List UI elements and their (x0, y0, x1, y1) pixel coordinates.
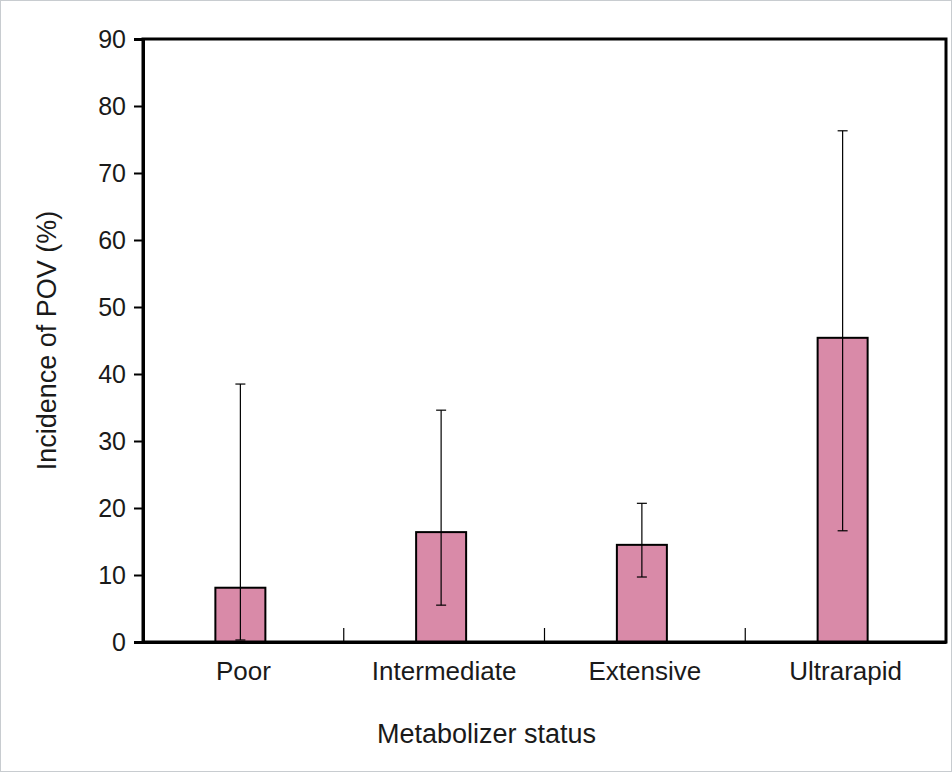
y-tick: 80 (98, 92, 143, 120)
y-tick-label: 90 (98, 25, 126, 53)
error-bar (641, 503, 642, 577)
chart: 0 10 20 30 40 50 60 70 80 90 Poor Intermediate Exten… (0, 0, 952, 772)
y-tick-label: 70 (98, 159, 126, 187)
error-cap (637, 503, 647, 504)
x-tick: Ultrarapid (789, 642, 902, 686)
error-cap (436, 410, 446, 411)
y-tick-label: 60 (98, 226, 126, 254)
y-tick: 0 (112, 628, 143, 656)
x-tick-label: Ultrarapid (789, 656, 902, 686)
y-tick-label: 80 (98, 92, 126, 120)
error-cap (838, 130, 848, 131)
x-axis-title: Metabolizer status (377, 719, 596, 749)
x-tick: Extensive (589, 642, 702, 686)
y-tick: 40 (98, 360, 143, 388)
error-cap (235, 639, 245, 640)
y-tick-label: 40 (98, 360, 126, 388)
x-tick-label: Extensive (589, 656, 702, 686)
marks (215, 131, 867, 642)
y-axis-title: Incidence of POV (%) (32, 211, 62, 471)
y-tick-label: 50 (98, 293, 126, 321)
y-tick: 70 (98, 159, 143, 187)
y-tick-label: 30 (98, 427, 126, 455)
x-tick-label: Poor (216, 656, 271, 686)
x-tick-label: Intermediate (372, 656, 517, 686)
y-tick: 50 (98, 293, 143, 321)
plot-frame (143, 39, 946, 642)
y-tick: 30 (98, 427, 143, 455)
x-tick: Intermediate (372, 642, 517, 686)
error-cap (838, 530, 848, 531)
y-tick-label: 10 (98, 561, 126, 589)
category-separator (343, 628, 344, 642)
error-cap (637, 576, 647, 577)
category-separator (544, 628, 545, 642)
category-separator (745, 628, 746, 642)
x-axis: Poor Intermediate Extensive Ultrarapid (144, 642, 947, 686)
error-bar (240, 384, 241, 640)
y-tick: 10 (98, 561, 143, 589)
y-axis: 0 10 20 30 40 50 60 70 80 90 (98, 25, 143, 656)
plot: 0 10 20 30 40 50 60 70 80 90 Poor Intermediate Exten… (98, 25, 946, 687)
x-tick: Poor (216, 642, 271, 686)
y-tick: 90 (98, 25, 143, 53)
error-bar (842, 131, 843, 531)
y-tick: 20 (98, 494, 143, 522)
error-bar (441, 410, 442, 605)
y-tick-label: 20 (98, 494, 126, 522)
y-tick: 60 (98, 226, 143, 254)
error-cap (235, 383, 245, 384)
y-tick-label: 0 (112, 628, 126, 656)
background (1, 1, 952, 772)
error-cap (436, 605, 446, 606)
